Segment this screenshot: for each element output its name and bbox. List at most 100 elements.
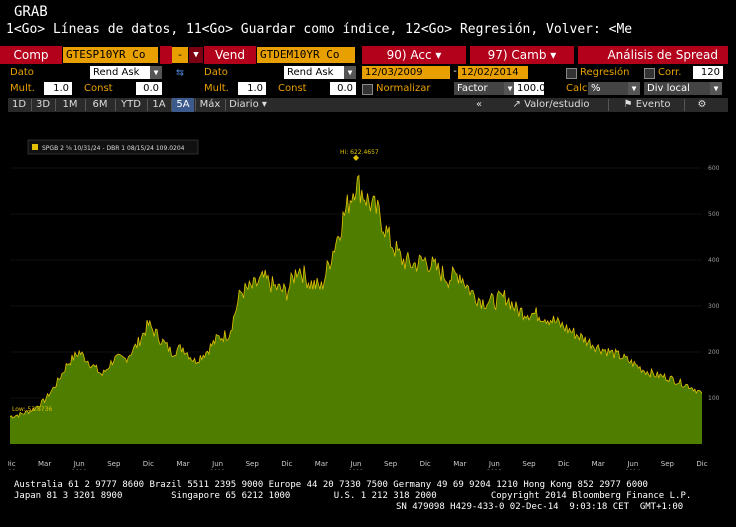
end-date-field[interactable]: 12/02/2014 <box>458 66 528 79</box>
flag-icon: ⚑ <box>623 99 633 110</box>
factor-field[interactable]: Factor <box>454 82 506 95</box>
tab-1d[interactable]: 1D <box>11 99 27 110</box>
separator <box>160 46 172 64</box>
x-tick-label: Mar <box>453 460 466 468</box>
comp-button[interactable]: Comp <box>0 46 62 64</box>
x-tick-label: Sep <box>522 460 536 468</box>
year-label: 2014 <box>625 469 640 470</box>
operator-field[interactable]: - <box>172 47 188 63</box>
corr-label: Corr. <box>658 67 682 78</box>
footer-contacts: Australia 61 2 9777 8600 Brazil 5511 239… <box>14 480 648 490</box>
footer-session: SN 479098 H429-433-0 02-Dec-14 9:03:18 C… <box>396 502 684 512</box>
x-tick-label: Jun <box>488 460 500 468</box>
dato1-dropdown-icon[interactable]: ▼ <box>150 66 162 79</box>
calc-field[interactable]: % <box>588 82 628 95</box>
frequency-dropdown[interactable]: Diario ▾ <box>226 98 270 112</box>
x-tick-label: Jun <box>73 460 85 468</box>
tab-3d[interactable]: 3D <box>35 99 51 110</box>
div-dropdown-icon[interactable]: ▼ <box>710 82 722 95</box>
hi-label: Hi: 622.4657 <box>340 149 379 156</box>
div-local-field[interactable]: Div local <box>644 82 710 95</box>
vend-button[interactable]: Vend <box>204 46 256 64</box>
factor-value-field[interactable]: 100.0 <box>514 82 546 95</box>
tab-max[interactable]: Máx <box>199 99 221 110</box>
toolbar: Comp GTESP10YR Co - ▼ Vend GTDEM10YR Co … <box>0 46 736 64</box>
security2-field[interactable]: GTDEM10YR Co <box>257 47 355 63</box>
valor-estudio-label: Valor/estudio <box>524 99 590 110</box>
tab-ytd[interactable]: YTD <box>121 99 141 110</box>
frequency-label: Diario <box>229 99 259 110</box>
y-tick-label: 600 <box>708 165 720 172</box>
corr-checkbox[interactable] <box>644 68 655 79</box>
legend: SPGB 2 ⅝ 10/31/24 - DBR 1 08/15/24 109.0… <box>27 139 199 155</box>
collapse-icon[interactable]: « <box>475 99 483 110</box>
x-tick-label: Sep <box>246 460 260 468</box>
camb-menu[interactable]: 97) Camb ▾ <box>470 46 574 64</box>
x-tick-label: Jun <box>211 460 223 468</box>
tab-1m[interactable]: 1M <box>62 99 78 110</box>
y-tick-label: 100 <box>708 395 720 402</box>
y-tick-label: 300 <box>708 303 720 310</box>
dato1-label: Dato <box>10 67 34 78</box>
area-series <box>10 175 702 444</box>
calc-label: Calc. <box>566 83 591 94</box>
swap-icon[interactable]: ⇆ <box>176 65 184 80</box>
x-tick-label: Dic <box>420 460 431 468</box>
year-label: 09 <box>8 469 16 470</box>
footer-contacts-2: Japan 81 3 3201 8900 Singapore 65 6212 1… <box>14 491 692 501</box>
y-tick-label: 500 <box>708 211 720 218</box>
x-tick-label: Mar <box>38 460 51 468</box>
valor-estudio-button[interactable]: ↗ Valor/estudio <box>496 98 606 112</box>
const1-label: Const <box>84 83 113 94</box>
x-tick-label: Jun <box>626 460 638 468</box>
regresion-checkbox[interactable] <box>566 68 577 79</box>
low-label: Low: 53.8736 <box>12 406 52 413</box>
normalizar-checkbox[interactable] <box>362 84 373 95</box>
command-line[interactable]: GRAB <box>14 4 48 20</box>
tab-1a[interactable]: 1A <box>152 99 166 110</box>
x-tick-label: Mar <box>176 460 189 468</box>
start-date-field[interactable]: 12/03/2009 <box>362 66 450 79</box>
spread-chart[interactable]: 100 200 300 400 500 600 Dic Mar Jun Sep Dic Mar Jun… <box>4 114 728 476</box>
corr-value-field[interactable]: 120 <box>693 66 723 79</box>
mult1-field[interactable]: 1.0 <box>44 82 72 95</box>
x-tick-label: Sep <box>107 460 121 468</box>
operator-dropdown-icon[interactable]: ▼ <box>189 47 203 63</box>
mult2-label: Mult. <box>204 83 229 94</box>
chevron-down-icon: ▾ <box>550 48 557 62</box>
const1-field[interactable]: 0.0 <box>136 82 162 95</box>
x-tick-label: Sep <box>384 460 398 468</box>
trend-icon: ↗ <box>512 99 521 110</box>
x-tick-label: Dic <box>281 460 292 468</box>
dato2-dropdown-icon[interactable]: ▼ <box>344 66 356 79</box>
year-label: 2013 <box>487 469 502 470</box>
x-tick-label: Dic <box>8 460 16 468</box>
security1-field[interactable]: GTESP10YR Co <box>63 47 158 63</box>
dato1-field[interactable]: Rend Ask <box>90 66 150 79</box>
menu-line: 1<Go> Líneas de datos, 11<Go> Guardar co… <box>6 22 633 37</box>
chevron-down-icon: ▾ <box>261 99 267 110</box>
spread-analysis-button[interactable]: Análisis de Spread <box>578 46 728 64</box>
x-tick-label: Dic <box>558 460 569 468</box>
evento-button[interactable]: ⚑ Evento <box>612 98 682 112</box>
hi-marker <box>353 154 359 161</box>
dato2-field[interactable]: Rend Ask <box>284 66 344 79</box>
tab-5a[interactable]: 5A <box>172 98 194 112</box>
mult2-field[interactable]: 1.0 <box>238 82 266 95</box>
acc-menu[interactable]: 90) Acc ▾ <box>362 46 466 64</box>
x-tick-label: Sep <box>661 460 675 468</box>
factor-dropdown-icon[interactable]: ▼ <box>504 82 516 95</box>
calc-dropdown-icon[interactable]: ▼ <box>628 82 640 95</box>
y-tick-label: 400 <box>708 257 720 264</box>
gear-icon[interactable]: ⚙ <box>697 99 707 110</box>
year-label: 2011 <box>210 469 225 470</box>
line-series <box>9 174 703 419</box>
tab-6m[interactable]: 6M <box>92 99 108 110</box>
dato2-label: Dato <box>204 67 228 78</box>
x-tick-label: Mar <box>315 460 328 468</box>
const2-field[interactable]: 0.0 <box>330 82 356 95</box>
x-tick-label: Mar <box>592 460 605 468</box>
normalizar-label: Normalizar <box>376 83 431 94</box>
date-separator: - <box>452 66 459 77</box>
mult1-label: Mult. <box>10 83 35 94</box>
